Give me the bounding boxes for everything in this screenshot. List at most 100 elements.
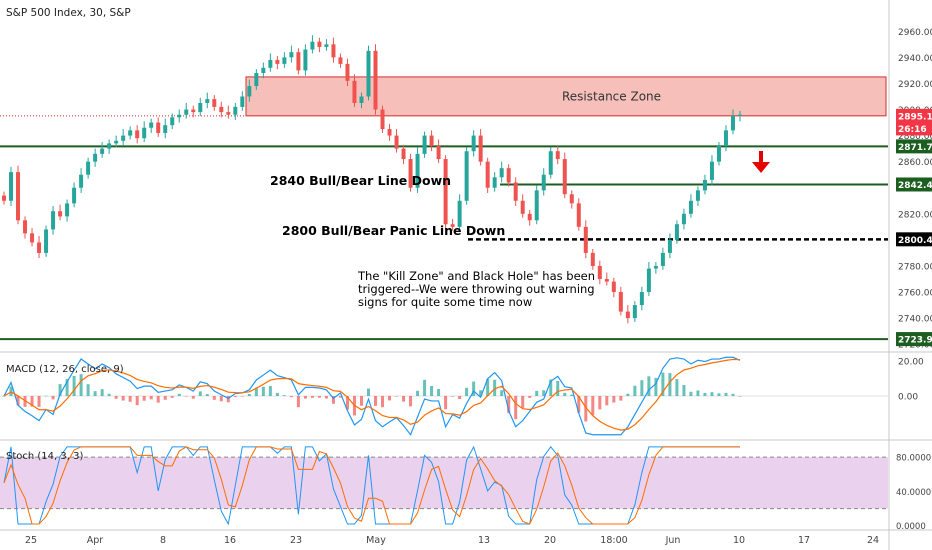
macd-histogram-bar: [23, 396, 27, 407]
macd-histogram-bar: [247, 394, 251, 396]
candle-body: [443, 159, 448, 225]
candle-body: [555, 151, 560, 160]
price-label-box: [896, 232, 932, 247]
macd-histogram-bar: [500, 390, 504, 396]
candle-body: [436, 146, 441, 160]
candle-body: [9, 172, 14, 201]
time-tick-label: 10: [733, 535, 745, 546]
macd-histogram-bar: [296, 396, 300, 408]
macd-histogram-bar: [233, 396, 237, 397]
candle-body: [345, 63, 350, 81]
candle-body: [485, 161, 490, 188]
macd-histogram-bar: [444, 396, 448, 410]
candle-body: [261, 67, 266, 74]
candle-body: [415, 153, 420, 188]
macd-histogram-bar: [289, 396, 293, 398]
candle-body: [275, 59, 280, 64]
macd-histogram-bar: [121, 396, 125, 401]
resistance-zone-label: Resistance Zone: [562, 89, 661, 103]
candle-body: [303, 49, 308, 71]
time-tick-label: Jun: [665, 535, 681, 546]
stoch-title: Stoch (14, 3, 3): [6, 451, 83, 462]
macd-histogram-bar: [303, 396, 307, 399]
candle-body: [268, 59, 273, 68]
candle-body: [730, 116, 735, 131]
candle-body: [233, 106, 238, 115]
macd-histogram-bar: [177, 393, 181, 396]
macd-histogram-bar: [395, 396, 399, 397]
candle-body: [738, 114, 742, 117]
macd-histogram-bar: [612, 396, 616, 403]
macd-tick-label: 0.00: [898, 393, 918, 403]
macd-histogram-bar: [549, 379, 553, 396]
candle-body: [93, 153, 98, 162]
macd-histogram-bar: [479, 390, 483, 396]
candle-body: [499, 168, 504, 178]
macd-histogram-bar: [514, 396, 518, 420]
macd-histogram-bar: [142, 396, 146, 401]
candle-body: [51, 211, 56, 230]
candle-body: [562, 159, 567, 195]
macd-histogram-bar: [731, 393, 735, 396]
macd-histogram-bar: [184, 396, 188, 397]
macd-histogram-bar: [345, 396, 349, 410]
candle-body: [527, 213, 532, 221]
candle-body: [296, 52, 301, 71]
macd-histogram-bar: [338, 396, 342, 398]
candle-body: [247, 86, 252, 97]
time-tick-label: May: [366, 535, 386, 546]
price-tick-label: 2780.00: [898, 262, 932, 272]
macd-histogram-bar: [521, 396, 525, 408]
macd-histogram-bar: [640, 380, 644, 396]
candle-body: [16, 172, 21, 221]
macd-histogram-bar: [451, 396, 455, 397]
candle-body: [128, 130, 133, 136]
macd-histogram-bar: [310, 396, 314, 398]
candle-body: [254, 73, 259, 87]
price-label-box: [896, 108, 932, 123]
macd-histogram-bar: [535, 390, 539, 396]
time-tick-label: 18:00: [600, 535, 627, 546]
candle-body: [457, 200, 462, 227]
price-tick-label: 2860.00: [898, 158, 932, 168]
candle-body: [212, 99, 217, 107]
candle-body: [226, 112, 231, 115]
candle-body: [401, 148, 406, 160]
macd-histogram-bar: [198, 391, 202, 396]
candle-body: [149, 122, 154, 128]
macd-histogram-bar: [437, 388, 441, 396]
kill-zone-line-1: The "Kill Zone" and Black Hole" has been: [357, 269, 595, 283]
candle-body: [471, 135, 476, 152]
annotation-2840: 2840 Bull/Bear Line Down: [270, 173, 451, 188]
price-label-box: [896, 332, 932, 347]
candle-body: [380, 109, 385, 130]
candle-body: [121, 135, 126, 141]
macd-histogram-bar: [507, 396, 511, 414]
price-label-box: [896, 121, 932, 136]
macd-histogram-bar: [661, 372, 665, 396]
macd-histogram-bar: [605, 396, 609, 406]
time-tick-label: 8: [160, 535, 166, 546]
price-label-text: 2723.91: [898, 336, 932, 346]
time-tick-label: Apr: [87, 535, 104, 546]
candle-body: [520, 200, 525, 214]
candle-body: [317, 41, 322, 47]
macd-histogram-bar: [261, 386, 265, 396]
candle-body: [44, 229, 49, 253]
candle-body: [639, 292, 644, 306]
candle-body: [156, 122, 161, 133]
macd-histogram-bar: [584, 396, 588, 422]
candle-body: [583, 226, 588, 253]
candle-body: [681, 213, 686, 225]
macd-histogram-bar: [423, 379, 427, 396]
candle-body: [576, 203, 581, 227]
candle-body: [289, 52, 294, 58]
macd-histogram-bar: [100, 389, 104, 396]
candle-body: [541, 174, 546, 191]
macd-histogram-bar: [212, 396, 216, 400]
macd-histogram-bar: [79, 374, 83, 396]
macd-histogram-bar: [254, 387, 258, 396]
macd-tick-label: 20.00: [898, 357, 924, 367]
macd-histogram-bar: [374, 396, 378, 406]
